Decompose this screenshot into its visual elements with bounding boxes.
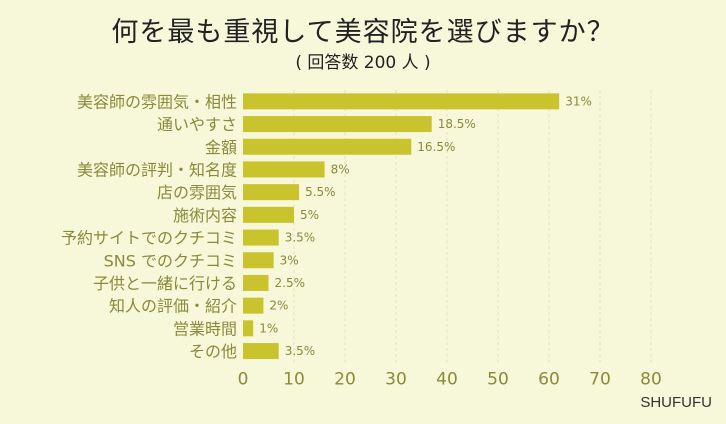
data-label: 3% — [280, 253, 299, 267]
category-label: 予約サイトでのクチコミ — [61, 229, 237, 248]
data-label: 2.5% — [275, 276, 306, 290]
chart-title: 何を最も重視して美容院を選びますか？ — [111, 17, 615, 48]
bar — [243, 229, 279, 246]
category-label: 営業時間 — [173, 319, 237, 338]
brand-logo: SHUFUFU — [640, 394, 712, 411]
category-label: その他 — [189, 342, 237, 361]
bar — [243, 206, 294, 223]
x-tick-label: 0 — [238, 369, 249, 389]
category-label: SNS でのクチコミ — [104, 251, 237, 270]
bar — [243, 274, 269, 291]
bar — [243, 252, 274, 269]
data-label: 1% — [259, 321, 278, 335]
bar — [243, 161, 325, 178]
category-label: 店の雰囲気 — [157, 183, 237, 202]
x-tick-label: 50 — [487, 369, 509, 389]
x-tick-label: 80 — [640, 369, 662, 389]
data-label: 31% — [565, 94, 592, 108]
data-label: 18.5% — [438, 117, 476, 131]
category-label: 通いやすさ — [157, 115, 237, 134]
bar — [243, 93, 560, 110]
data-label: 5.5% — [305, 185, 336, 199]
category-label: 金額 — [205, 138, 237, 157]
x-tick-label: 30 — [385, 369, 407, 389]
bar — [243, 184, 300, 201]
category-label: 美容師の評判・知名度 — [77, 160, 237, 179]
x-tick-label: 40 — [436, 369, 458, 389]
data-label: 5% — [300, 208, 319, 222]
chart-subtitle: ( 回答数 200 人 ) — [295, 53, 431, 73]
x-tick-label: 70 — [589, 369, 611, 389]
bar — [243, 116, 432, 133]
data-label: 8% — [331, 162, 350, 176]
x-tick-label: 10 — [283, 369, 305, 389]
bar — [243, 297, 264, 314]
bar — [243, 320, 254, 337]
data-label: 3.5% — [285, 231, 316, 245]
bar — [243, 138, 412, 155]
data-label: 16.5% — [417, 140, 455, 154]
category-label: 美容師の雰囲気・相性 — [77, 92, 237, 111]
category-label: 知人の評価・紹介 — [109, 297, 237, 316]
data-label: 3.5% — [285, 344, 316, 358]
category-label: 子供と一緒に行ける — [93, 274, 237, 293]
bar — [243, 343, 279, 360]
data-label: 2% — [269, 299, 288, 313]
x-tick-label: 60 — [538, 369, 560, 389]
x-tick-label: 20 — [334, 369, 356, 389]
category-label: 施術内容 — [173, 206, 237, 225]
